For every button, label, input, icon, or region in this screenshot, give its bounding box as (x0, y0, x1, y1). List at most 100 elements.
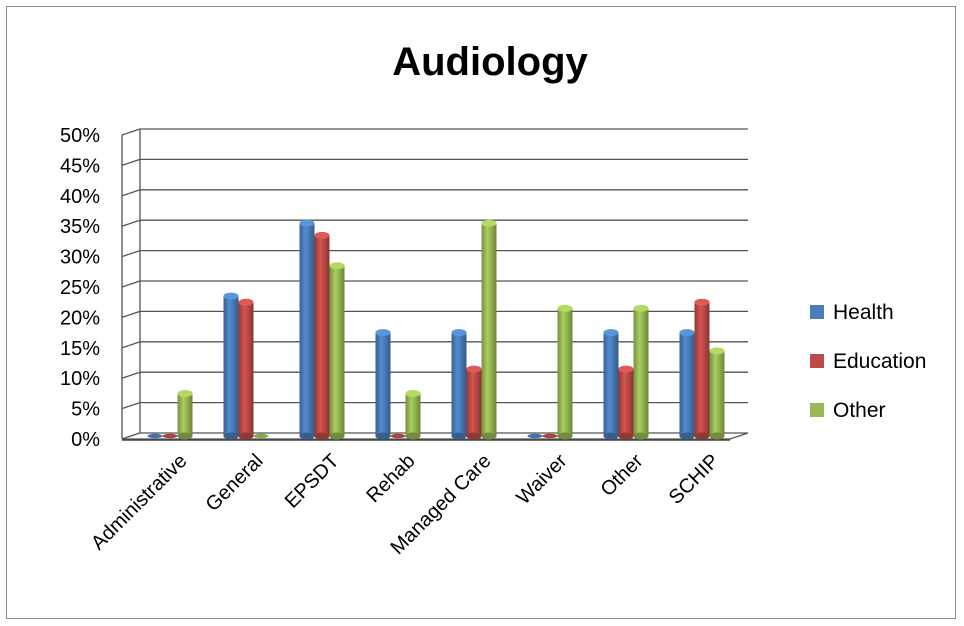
chart-title: Audiology (392, 40, 588, 84)
legend-swatch (810, 305, 824, 319)
chart-frame (6, 6, 956, 619)
bar-body (679, 332, 695, 436)
gridline-depth (121, 128, 141, 136)
bars (147, 219, 725, 440)
legend-label: Health (833, 301, 894, 324)
legend-label: Education (833, 350, 926, 373)
bar-base (375, 432, 391, 440)
bar-top (466, 365, 482, 373)
bar-top (709, 347, 725, 355)
chart-floor (121, 432, 749, 440)
bar (709, 347, 725, 440)
bar (527, 433, 543, 439)
bar-top (633, 304, 649, 312)
bar-top (375, 329, 391, 337)
gridline-depth (121, 341, 141, 349)
gridline-depth (121, 401, 141, 410)
bar-body (177, 393, 193, 436)
y-tick-label: 35% (60, 216, 100, 238)
x-category-label: SCHIP (665, 450, 724, 509)
bar-zero (253, 433, 269, 439)
bar (481, 219, 497, 440)
bar (466, 365, 482, 440)
legend: Health Education Other (810, 301, 926, 422)
bar-body (223, 296, 239, 436)
bar (162, 433, 178, 439)
bar-base (238, 432, 254, 440)
bar-base (223, 432, 239, 440)
bar-zero (527, 433, 543, 439)
bar-top (618, 365, 634, 373)
bar-top (299, 219, 315, 227)
bar (375, 329, 391, 440)
bar (557, 304, 573, 440)
y-tick-label: 50% (60, 125, 100, 147)
bar-base (618, 432, 634, 440)
bar-body (557, 308, 573, 436)
bar (147, 433, 163, 439)
legend-swatch (810, 354, 824, 368)
bar-base (557, 432, 573, 440)
y-tick-label: 20% (60, 307, 100, 329)
y-axis-tick-labels: 0% 5% 10% 15% 20% 25% 30% 35% 40% 45% 50% (60, 125, 100, 451)
bar (238, 298, 254, 440)
gridline-depth (121, 189, 141, 197)
bar (299, 219, 315, 440)
x-category-label: EPSDT (281, 450, 344, 513)
bar (618, 365, 634, 440)
bar-body (299, 223, 315, 436)
bar (633, 304, 649, 440)
bar-base (679, 432, 695, 440)
y-tick-label: 5% (71, 399, 100, 421)
x-category-label: Waiver (513, 450, 572, 509)
bar-zero (162, 433, 178, 439)
bar (694, 298, 710, 440)
bar-base (694, 432, 710, 440)
bar-top (223, 292, 239, 300)
bar-top (679, 329, 695, 337)
bar-top (177, 389, 193, 397)
bar-top (451, 329, 467, 337)
bar-base (466, 432, 482, 440)
bar-zero (147, 433, 163, 439)
bar (329, 262, 345, 440)
gridline-depth (121, 219, 141, 227)
bar-base (633, 432, 649, 440)
bar-body (694, 302, 710, 436)
bar (314, 231, 330, 440)
bar-body (314, 235, 330, 436)
x-category-label: Administrative (87, 450, 191, 554)
bar-body (329, 265, 345, 436)
bar-body (238, 302, 254, 436)
bar-body (375, 332, 391, 436)
bar-base (314, 432, 330, 440)
gridline-depth (121, 158, 141, 167)
bar (603, 329, 619, 440)
y-tick-label: 40% (60, 186, 100, 208)
bar-body (709, 350, 725, 436)
bar-top (405, 389, 421, 397)
axis (121, 129, 749, 441)
bar (390, 433, 406, 439)
y-tick-label: 10% (60, 368, 100, 390)
bar-top (557, 304, 573, 312)
bar-body (481, 223, 497, 436)
legend-label: Other (833, 399, 886, 422)
bar-top (238, 298, 254, 306)
y-tick-label: 15% (60, 338, 100, 360)
gridline-depth (121, 371, 141, 379)
bar-top (329, 262, 345, 270)
x-category-label: General (202, 450, 268, 516)
y-tick-label: 0% (71, 429, 100, 451)
bar-base (451, 432, 467, 440)
bar-zero (390, 433, 406, 439)
bar (405, 389, 421, 440)
gridline-depth (121, 249, 141, 258)
y-tick-label: 25% (60, 277, 100, 299)
bar-top (314, 231, 330, 239)
bar (177, 389, 193, 440)
y-tick-label: 30% (60, 247, 100, 269)
x-category-label: Other (597, 450, 648, 501)
